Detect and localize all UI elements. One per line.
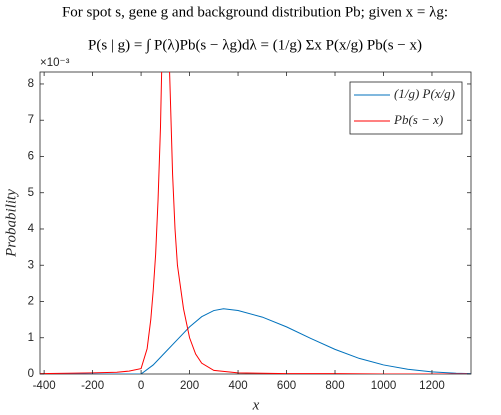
y-axis-label: Probability	[3, 189, 19, 258]
x-tick-label: 0	[138, 380, 144, 392]
x-tick-label: 600	[277, 380, 296, 392]
x-tick-label: -400	[33, 380, 56, 392]
x-tick-label: 400	[228, 380, 247, 392]
series-line	[40, 308, 471, 374]
legend-label: Pb(s − x)	[393, 112, 443, 127]
y-tick-label: 0	[28, 368, 34, 380]
x-tick-label: 200	[180, 380, 199, 392]
y-tick-label: 3	[28, 259, 34, 271]
y-tick-label: 1	[28, 332, 34, 344]
y-tick-label: 4	[28, 223, 35, 235]
x-tick-label: 1000	[371, 380, 397, 392]
series-line	[40, 72, 471, 374]
y-tick-label: 7	[28, 114, 34, 126]
x-tick-label: 800	[325, 380, 344, 392]
chart-title: P(s | g) = ∫ P(λ)Pb(s − λg)dλ = (1/g) Σx…	[88, 37, 422, 53]
y-tick-label: 8	[28, 78, 34, 90]
y-tick-label: 6	[28, 151, 34, 163]
y-tick-label: 5	[28, 187, 34, 199]
legend-box	[349, 81, 463, 135]
x-axis-label: x	[252, 397, 260, 413]
x-tick-label: -200	[81, 380, 104, 392]
y-exponent: ×10⁻³	[40, 57, 70, 69]
plot-marks	[40, 72, 471, 374]
chart-title: For spot s, gene g and background distri…	[62, 4, 448, 20]
y-tick-label: 2	[28, 296, 34, 308]
legend-label: (1/g) P(x/g)	[394, 86, 455, 101]
x-tick-label: 1200	[419, 380, 445, 392]
